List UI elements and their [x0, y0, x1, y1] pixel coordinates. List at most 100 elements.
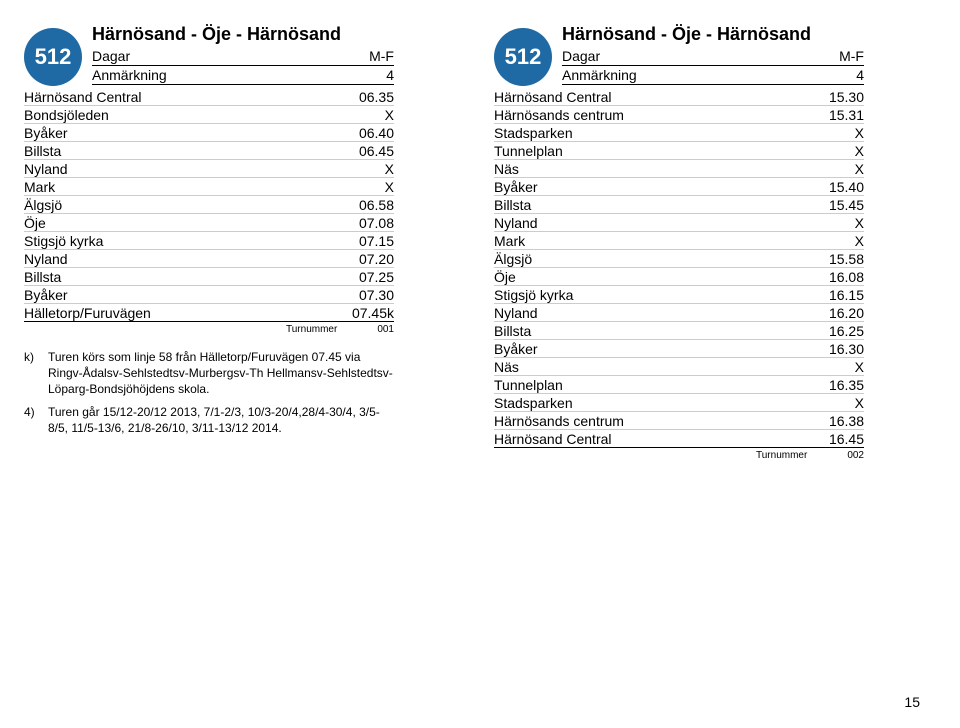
stop-name: Hälletorp/Furuvägen: [24, 305, 151, 321]
page-number: 15: [904, 694, 920, 710]
stop-row: Byåker 16.30: [494, 340, 864, 358]
left-stops-list: Härnösand Central06.35BondsjöledenXByåke…: [24, 88, 394, 322]
stop-name: Billsta: [24, 143, 61, 159]
stop-row: Byåker 15.40: [494, 178, 864, 196]
stop-time: 15.31: [829, 107, 864, 123]
left-column: 512 Härnösand - Öje - Härnösand Dagar M-…: [24, 24, 394, 461]
note-row: Anmärkning 4: [92, 66, 394, 85]
stop-name: Billsta: [494, 197, 531, 213]
footnote-text: Turen körs som linje 58 från Hälletorp/F…: [48, 349, 394, 398]
right-header-text: Härnösand - Öje - Härnösand Dagar M-F An…: [562, 24, 864, 85]
stop-name: Härnösand Central: [24, 89, 142, 105]
stop-time: 16.25: [829, 323, 864, 339]
stop-time: 16.20: [829, 305, 864, 321]
stop-time: 16.15: [829, 287, 864, 303]
stop-time: 06.40: [359, 125, 394, 141]
stop-name: Nyland: [494, 305, 538, 321]
stop-name: Mark: [24, 179, 55, 195]
route-number: 512: [505, 44, 542, 70]
stop-name: Tunnelplan: [494, 143, 563, 159]
days-label: Dagar: [562, 48, 600, 64]
days-row: Dagar M-F: [92, 47, 394, 66]
stop-name: Nyland: [494, 215, 538, 231]
stop-time: 15.40: [829, 179, 864, 195]
stop-time: 16.08: [829, 269, 864, 285]
stop-time: X: [855, 395, 864, 411]
stop-row: Tunnelplan 16.35: [494, 376, 864, 394]
stop-row: Härnösands centrum 15.31: [494, 106, 864, 124]
stop-name: Byåker: [24, 125, 68, 141]
stop-time: X: [855, 161, 864, 177]
stop-name: Härnösands centrum: [494, 413, 624, 429]
stop-name: Byåker: [494, 341, 538, 357]
stop-time: 16.30: [829, 341, 864, 357]
stop-time: X: [855, 359, 864, 375]
left-tur-row: Turnummer 001: [24, 322, 394, 335]
note-label: Anmärkning: [562, 67, 637, 83]
footnote-text: Turen går 15/12-20/12 2013, 7/1-2/3, 10/…: [48, 404, 394, 436]
right-stops-list: Härnösand Central15.30Härnösands centrum…: [494, 88, 864, 448]
days-value: M-F: [369, 48, 394, 64]
stop-row: Mark X: [24, 178, 394, 196]
stop-name: Älgsjö: [494, 251, 532, 267]
stop-name: Älgsjö: [24, 197, 62, 213]
note-row: Anmärkning 4: [562, 66, 864, 85]
right-tur-row: Turnummer 002: [494, 448, 864, 461]
stop-name: Nyland: [24, 161, 68, 177]
stop-time: 06.45: [359, 143, 394, 159]
stop-time: 07.25: [359, 269, 394, 285]
footnote-item: k)Turen körs som linje 58 från Hälletorp…: [24, 349, 394, 398]
stop-name: Byåker: [494, 179, 538, 195]
stop-row: Härnösands centrum16.38: [494, 412, 864, 430]
stop-time: X: [385, 161, 394, 177]
tur-label: Turnummer: [286, 324, 337, 335]
stop-time: X: [855, 143, 864, 159]
stop-time: X: [855, 215, 864, 231]
stop-name: Billsta: [494, 323, 531, 339]
stop-time: X: [385, 107, 394, 123]
stop-row: Näs X: [494, 358, 864, 376]
stop-row: Älgsjö 06.58: [24, 196, 394, 214]
stop-row: Stadsparken X: [494, 394, 864, 412]
stop-time: 07.20: [359, 251, 394, 267]
stop-time: 06.35: [359, 89, 394, 105]
stop-time: 16.45: [829, 431, 864, 447]
stop-name: Härnösand Central: [494, 431, 612, 447]
footnote-item: 4)Turen går 15/12-20/12 2013, 7/1-2/3, 1…: [24, 404, 394, 436]
stop-row: Billsta 06.45: [24, 142, 394, 160]
stop-name: Bondsjöleden: [24, 107, 109, 123]
stop-name: Näs: [494, 359, 519, 375]
stop-time: 06.58: [359, 197, 394, 213]
days-label: Dagar: [92, 48, 130, 64]
stop-row: Härnösand Central15.30: [494, 88, 864, 106]
stop-row: Öje16.08: [494, 268, 864, 286]
stop-time: X: [855, 233, 864, 249]
right-header: 512 Härnösand - Öje - Härnösand Dagar M-…: [494, 24, 864, 86]
stop-row: Nyland X: [24, 160, 394, 178]
left-header-text: Härnösand - Öje - Härnösand Dagar M-F An…: [92, 24, 394, 85]
tur-label: Turnummer: [756, 450, 807, 461]
stop-name: Härnösands centrum: [494, 107, 624, 123]
stop-time: 15.45: [829, 197, 864, 213]
stop-name: Nyland: [24, 251, 68, 267]
stop-row: Nyland 16.20: [494, 304, 864, 322]
stop-name: Stadsparken: [494, 395, 573, 411]
stop-row: Billsta 16.25: [494, 322, 864, 340]
stop-row: Byåker 06.40: [24, 124, 394, 142]
stop-row: Älgsjö 15.58: [494, 250, 864, 268]
stop-name: Stigsjö kyrka: [494, 287, 573, 303]
stop-row: StadsparkenX: [494, 124, 864, 142]
route-number: 512: [35, 44, 72, 70]
stop-time: X: [385, 179, 394, 195]
stop-name: Tunnelplan: [494, 377, 563, 393]
stop-time: 16.35: [829, 377, 864, 393]
stop-name: Stigsjö kyrka: [24, 233, 103, 249]
stop-name: Billsta: [24, 269, 61, 285]
stop-time: 15.58: [829, 251, 864, 267]
footnote-key: 4): [24, 404, 40, 436]
stop-row: Hälletorp/Furuvägen07.45k: [24, 304, 394, 322]
stop-row: Mark X: [494, 232, 864, 250]
stop-name: Mark: [494, 233, 525, 249]
stop-time: 07.08: [359, 215, 394, 231]
right-column: 512 Härnösand - Öje - Härnösand Dagar M-…: [494, 24, 864, 461]
